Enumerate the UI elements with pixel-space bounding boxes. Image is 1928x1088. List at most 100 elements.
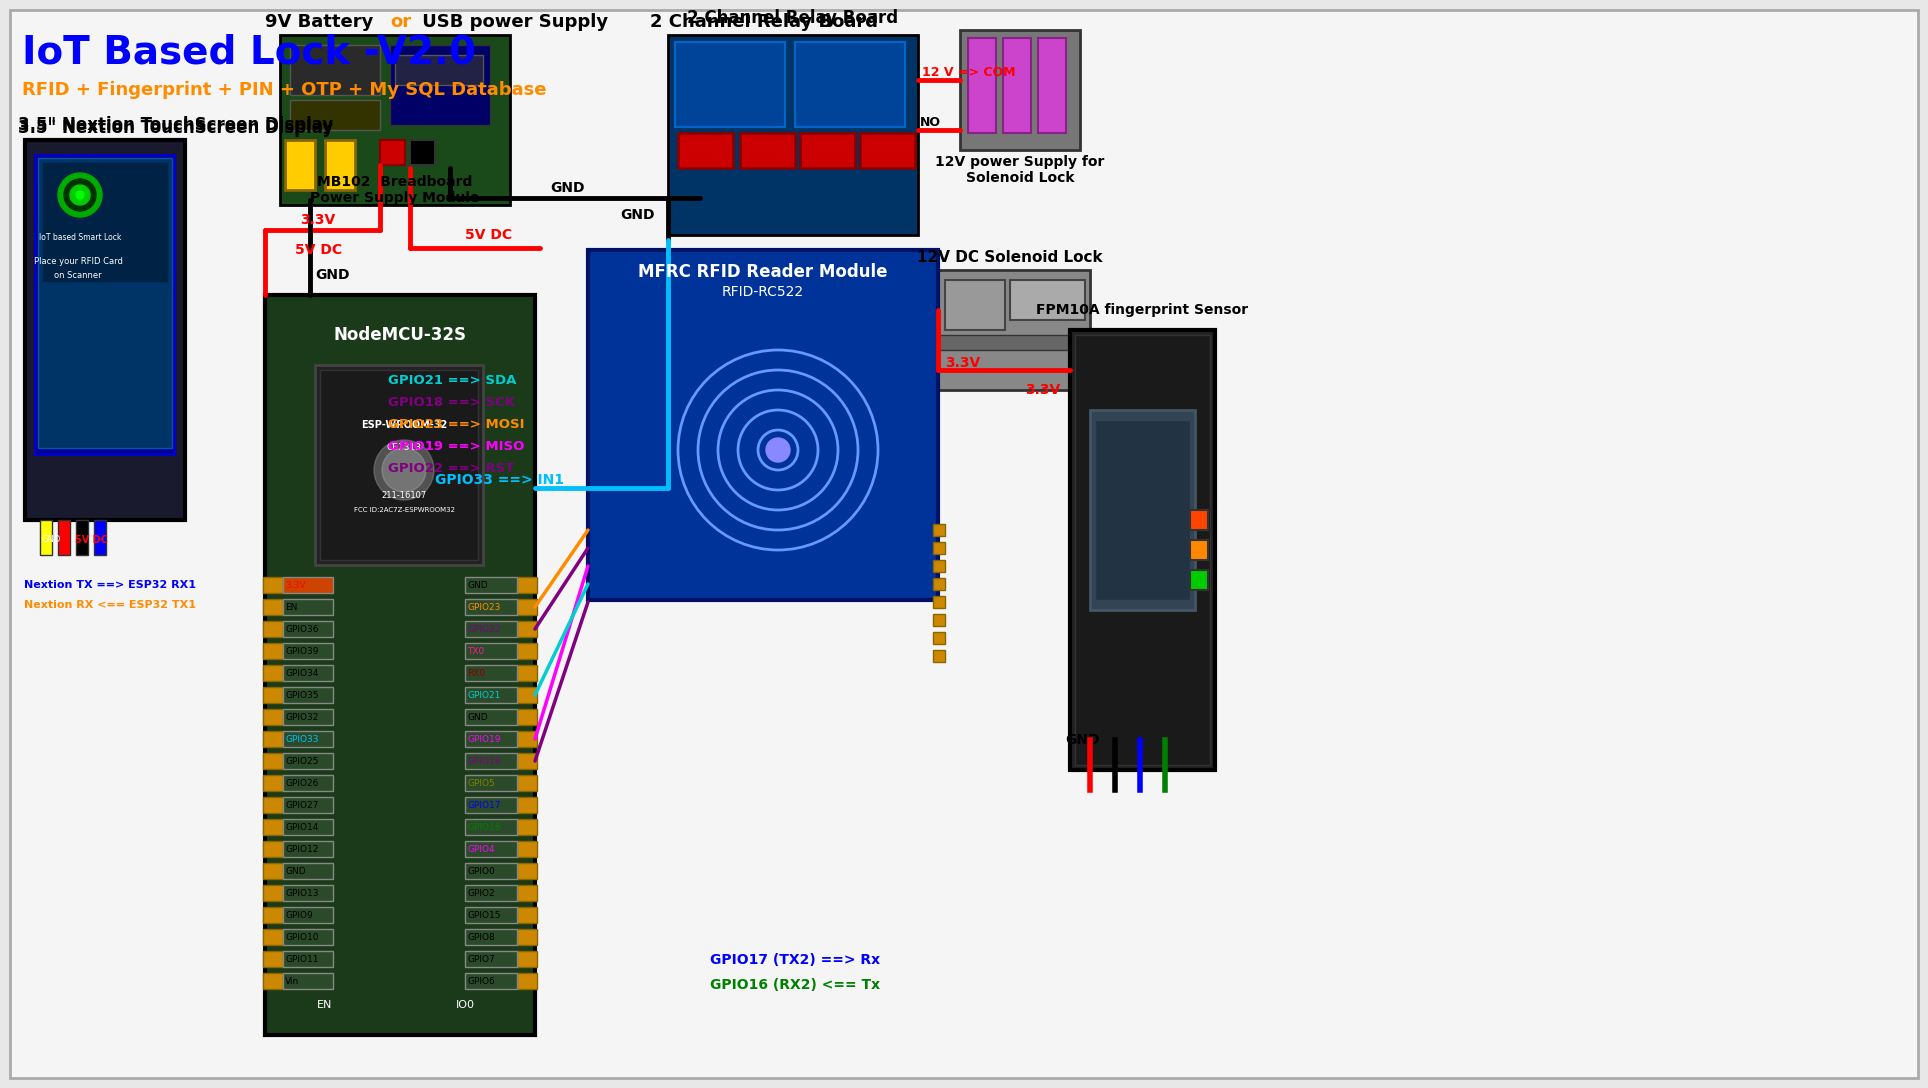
Bar <box>517 643 538 659</box>
Text: GPIO6: GPIO6 <box>467 977 495 986</box>
Text: GPIO26: GPIO26 <box>285 779 318 788</box>
Text: 9V Battery: 9V Battery <box>264 13 380 30</box>
Text: GPIO15: GPIO15 <box>467 911 501 919</box>
Bar <box>283 731 334 747</box>
Text: 3.5" Nextion TouchScreen Display: 3.5" Nextion TouchScreen Display <box>17 116 334 134</box>
Text: GPIO5: GPIO5 <box>467 779 495 788</box>
Text: EN: EN <box>285 603 297 611</box>
Bar <box>465 731 517 747</box>
Bar <box>465 907 517 923</box>
Bar <box>35 154 175 455</box>
Bar <box>262 599 283 615</box>
Bar <box>283 621 334 636</box>
Bar <box>283 753 334 769</box>
Text: Nextion TX ==> ESP32 RX1: Nextion TX ==> ESP32 RX1 <box>23 580 197 590</box>
Bar <box>289 45 380 95</box>
Bar <box>465 621 517 636</box>
Bar <box>517 709 538 725</box>
Bar <box>283 929 334 945</box>
Bar <box>517 731 538 747</box>
Bar <box>283 819 334 834</box>
Text: GPIO23: GPIO23 <box>467 603 501 611</box>
Circle shape <box>382 448 426 492</box>
Bar <box>262 709 283 725</box>
Bar <box>933 524 945 536</box>
Bar <box>929 270 1089 390</box>
Bar <box>289 100 380 129</box>
Bar <box>933 596 945 608</box>
Text: GPIO16 (RX2) <== Tx: GPIO16 (RX2) <== Tx <box>710 978 879 992</box>
Bar <box>517 687 538 703</box>
Bar <box>283 841 334 857</box>
Text: GND: GND <box>1064 733 1099 747</box>
Bar <box>94 520 106 555</box>
Bar <box>283 973 334 989</box>
Text: GPIO25: GPIO25 <box>285 756 318 766</box>
Bar <box>280 35 511 205</box>
Text: IoT Based Lock -V2.0: IoT Based Lock -V2.0 <box>21 33 476 71</box>
Bar <box>517 863 538 879</box>
Bar <box>40 520 52 555</box>
Bar <box>968 38 997 133</box>
Text: GND: GND <box>467 581 488 590</box>
Text: Nextion RX <== ESP32 TX1: Nextion RX <== ESP32 TX1 <box>23 599 197 610</box>
Bar <box>517 929 538 945</box>
Bar <box>262 731 283 747</box>
Bar <box>675 42 785 127</box>
Text: GPIO22: GPIO22 <box>467 625 499 633</box>
Text: GPIO12: GPIO12 <box>285 844 318 853</box>
Bar <box>1190 540 1209 560</box>
Text: GPIO21 ==> SDA: GPIO21 ==> SDA <box>388 373 517 386</box>
Text: IO0: IO0 <box>455 1000 474 1010</box>
Bar <box>517 775 538 791</box>
Bar <box>945 280 1004 330</box>
Text: RX0: RX0 <box>467 668 486 678</box>
Text: GPIO18 ==> SCK: GPIO18 ==> SCK <box>388 396 515 408</box>
Bar <box>283 577 334 593</box>
Text: GPIO22 ==> RST: GPIO22 ==> RST <box>388 461 515 474</box>
Bar <box>860 133 916 168</box>
Bar <box>465 599 517 615</box>
Text: GPIO13: GPIO13 <box>285 889 318 898</box>
Text: 2EXPLORE: 2EXPLORE <box>428 606 1072 714</box>
Bar <box>262 798 283 813</box>
Text: Vin: Vin <box>285 977 299 986</box>
Text: GPIO21: GPIO21 <box>467 691 501 700</box>
Bar <box>314 364 484 565</box>
Bar <box>283 599 334 615</box>
Bar <box>1010 280 1085 320</box>
Text: GPIO8: GPIO8 <box>467 932 495 941</box>
Bar <box>465 798 517 813</box>
Text: GPIO0: GPIO0 <box>467 866 495 876</box>
Bar <box>283 907 334 923</box>
Text: 2 Channel Relay Board: 2 Channel Relay Board <box>688 9 898 27</box>
Bar <box>517 599 538 615</box>
Text: GPIO33 ==> IN1: GPIO33 ==> IN1 <box>436 473 565 487</box>
Text: GPIO4: GPIO4 <box>467 844 495 853</box>
Bar <box>517 885 538 901</box>
Text: 3.3V: 3.3V <box>301 213 335 227</box>
Bar <box>262 973 283 989</box>
Text: GPIO11: GPIO11 <box>285 954 318 964</box>
Bar <box>262 885 283 901</box>
Bar <box>517 665 538 681</box>
Circle shape <box>64 180 96 211</box>
Text: 3.3V: 3.3V <box>945 356 979 370</box>
Bar <box>465 973 517 989</box>
Text: GND: GND <box>285 866 307 876</box>
Text: GPIO18: GPIO18 <box>467 756 501 766</box>
Bar <box>517 753 538 769</box>
Bar <box>679 133 733 168</box>
Text: MFRC RFID Reader Module: MFRC RFID Reader Module <box>638 263 887 281</box>
Text: GPIO23 ==> MOSI: GPIO23 ==> MOSI <box>388 418 524 431</box>
Bar <box>283 775 334 791</box>
Bar <box>933 650 945 662</box>
Text: GND: GND <box>42 535 62 544</box>
Bar <box>283 951 334 967</box>
Bar <box>517 951 538 967</box>
Bar <box>517 577 538 593</box>
Bar <box>262 929 283 945</box>
Circle shape <box>75 191 85 199</box>
Bar <box>465 577 517 593</box>
Bar <box>517 973 538 989</box>
